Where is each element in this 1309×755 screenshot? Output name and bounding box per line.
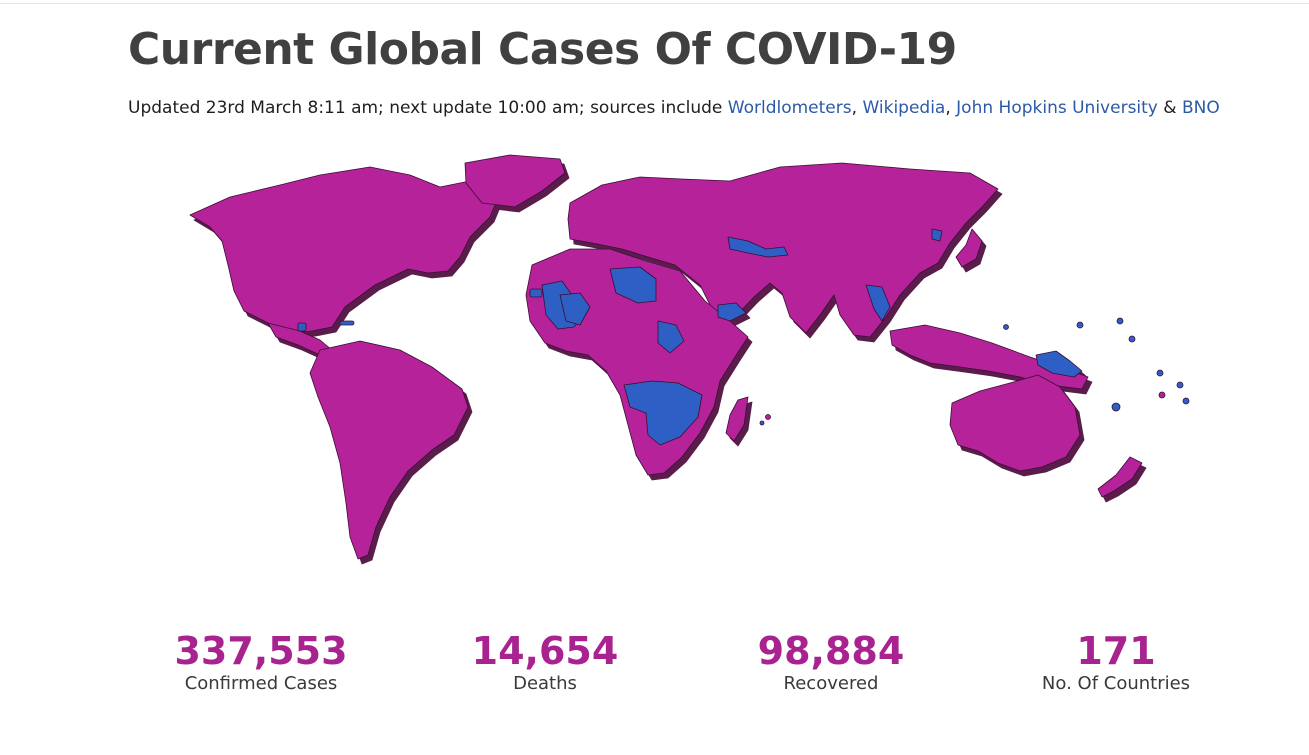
region-libya-unaffected xyxy=(609,266,657,304)
stat-deaths: 14,654 Deaths xyxy=(425,628,665,694)
region-madagascar xyxy=(725,396,749,442)
top-divider xyxy=(0,3,1309,4)
stats-bar: 337,553 Confirmed Cases 14,654 Deaths 98… xyxy=(0,628,1309,708)
region-japan xyxy=(955,228,983,268)
stat-countries: 171 No. Of Countries xyxy=(996,628,1236,694)
region-sahel-unaffected xyxy=(559,292,591,326)
page-title: Current Global Cases Of COVID-19 xyxy=(128,24,957,75)
region-south-america xyxy=(309,340,469,560)
region-southeast-asia-unaffected xyxy=(865,284,891,322)
region-east-africa-unaffected xyxy=(657,320,685,354)
separator-comma: , xyxy=(945,98,951,118)
source-link-wikipedia[interactable]: Wikipedia xyxy=(862,98,946,118)
region-new-zealand xyxy=(1097,456,1143,498)
world-map-svg xyxy=(189,154,1190,560)
stat-label: Recovered xyxy=(783,673,879,694)
region-png-unaffected xyxy=(1035,350,1083,378)
world-map xyxy=(170,145,1210,565)
source-link-worldometers[interactable]: Worldlometers xyxy=(727,98,852,118)
stat-value: 98,884 xyxy=(757,629,905,673)
update-info: Updated 23rd March 8:11 am; next update … xyxy=(128,98,1220,118)
stat-label: Deaths xyxy=(513,673,577,694)
stat-value: 337,553 xyxy=(174,629,348,673)
stat-recovered: 98,884 Recovered xyxy=(711,628,951,694)
region-north-america xyxy=(189,166,501,334)
region-central-asia-unaffected xyxy=(727,236,789,258)
region-north-korea-unaffected xyxy=(931,228,943,242)
region-maritime-asia xyxy=(889,324,1089,390)
separator-comma: , xyxy=(851,98,858,118)
stat-value: 171 xyxy=(1076,629,1156,673)
region-australia xyxy=(949,374,1081,472)
source-link-johns-hopkins[interactable]: John Hopkins University xyxy=(956,98,1158,118)
stat-confirmed-cases: 337,553 Confirmed Cases xyxy=(141,628,381,694)
region-southern-africa-unaffected xyxy=(623,380,703,446)
pacific-islands xyxy=(297,288,1190,426)
region-yemen-unaffected xyxy=(717,302,747,322)
update-text: Updated 23rd March 8:11 am; next update … xyxy=(128,98,723,118)
region-greenland xyxy=(464,154,566,208)
stat-label: No. Of Countries xyxy=(1041,673,1191,694)
stat-value: 14,654 xyxy=(471,629,619,673)
source-link-bno[interactable]: BNO xyxy=(1181,98,1220,118)
separator-ampersand: & xyxy=(1163,98,1177,118)
stat-label: Confirmed Cases xyxy=(184,673,338,694)
